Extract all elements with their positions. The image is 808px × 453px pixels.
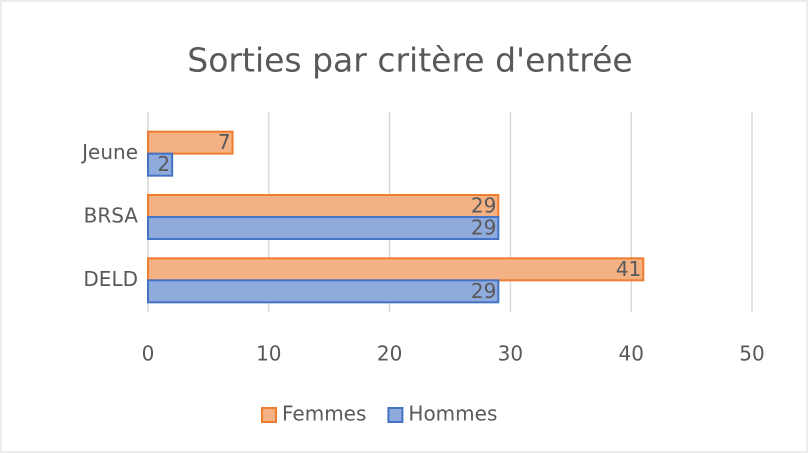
bar [147,279,500,304]
data-label: 29 [471,216,496,240]
y-tick-label: DELD [83,267,138,291]
data-label: 41 [616,257,641,281]
y-tick-label: BRSA [84,204,139,228]
x-tick-label: 50 [739,342,764,366]
chart-title: Sorties par critère d'entrée [187,41,632,80]
data-label: 29 [471,279,496,303]
bar [147,130,234,155]
bar [147,257,645,282]
bar [147,152,174,177]
x-tick-label: 0 [142,342,155,366]
x-tick-label: 10 [256,342,281,366]
y-tick-label: Jeune [80,140,138,164]
legend-label: Femmes [282,402,366,426]
legend-label: Hommes [408,402,497,426]
x-tick-label: 40 [618,342,643,366]
bar [147,216,500,240]
x-tick-label: 30 [498,342,523,366]
data-label: 2 [157,152,170,176]
data-label: 7 [218,130,231,154]
legend-swatch [387,407,404,423]
x-tick-label: 20 [377,342,402,366]
legend-swatch [261,407,277,423]
bar [147,194,500,218]
data-label: 29 [471,194,496,218]
